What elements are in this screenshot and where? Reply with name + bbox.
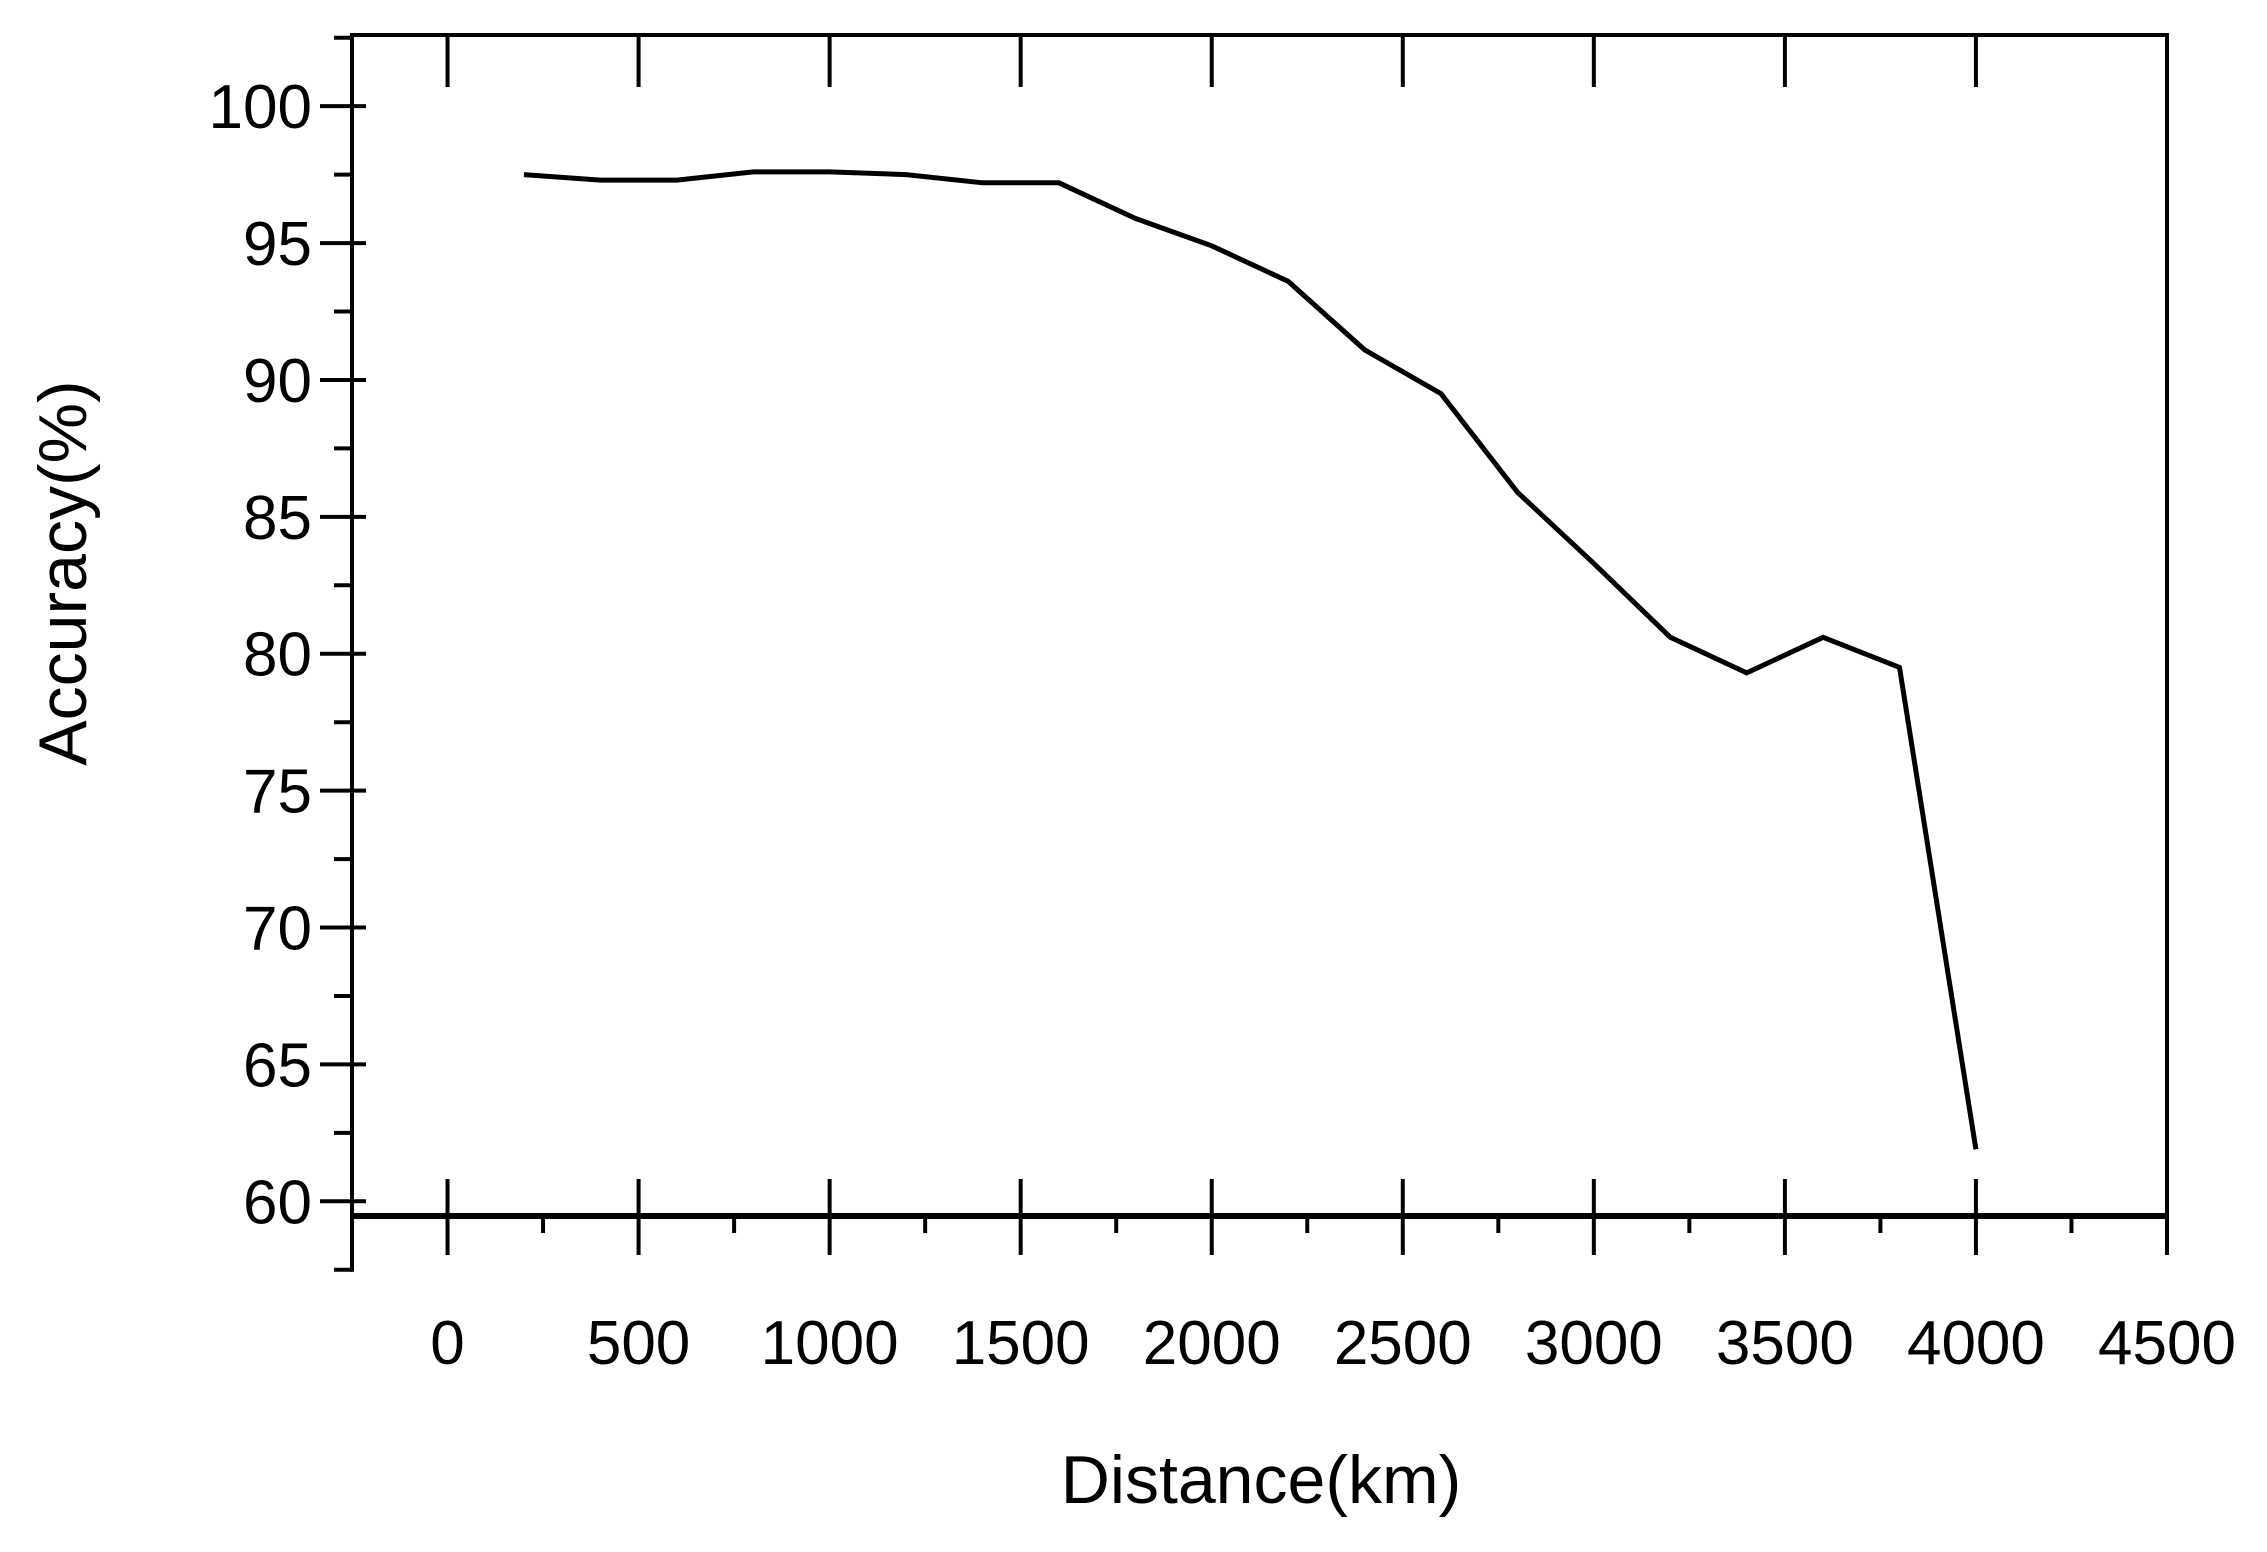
y-tick-label: 85 [243,484,312,553]
x-tick-label: 4500 [2098,1309,2236,1378]
x-tick-label: 3500 [1716,1309,1854,1378]
y-tick-label: 65 [243,1031,312,1100]
series-line [523,169,1979,1150]
x-tick-label: 2500 [1334,1309,1472,1378]
x-axis-title: Distance(km) [1061,1442,1462,1518]
y-tick-label: 90 [243,347,312,416]
y-tick-label: 70 [243,895,312,964]
x-tick-label: 500 [587,1309,690,1378]
y-tick-label: 80 [243,621,312,690]
x-tick-label: 1500 [952,1309,1090,1378]
y-axis-title: Accuracy(%) [25,380,101,765]
y-tick-label: 75 [243,758,312,827]
x-axis-ticks [352,35,2169,1255]
x-tick-label: 0 [430,1309,464,1378]
y-axis-tick-labels: 60 65 70 75 80 85 90 95 100 [209,73,312,1237]
y-tick-label: 60 [243,1168,312,1237]
plot-area-frame [350,33,2169,1217]
x-tick-label: 2000 [1143,1309,1281,1378]
y-axis-ticks [320,35,366,1272]
x-tick-label: 3000 [1525,1309,1663,1378]
x-tick-label: 4000 [1907,1309,2045,1378]
series-group [523,169,1979,1150]
y-tick-label: 100 [209,73,312,142]
y-tick-label: 95 [243,210,312,279]
x-tick-label: 1000 [761,1309,899,1378]
x-axis-tick-labels: 0 500 1000 1500 2000 2500 3000 3500 4000 4500 [430,1309,2236,1378]
